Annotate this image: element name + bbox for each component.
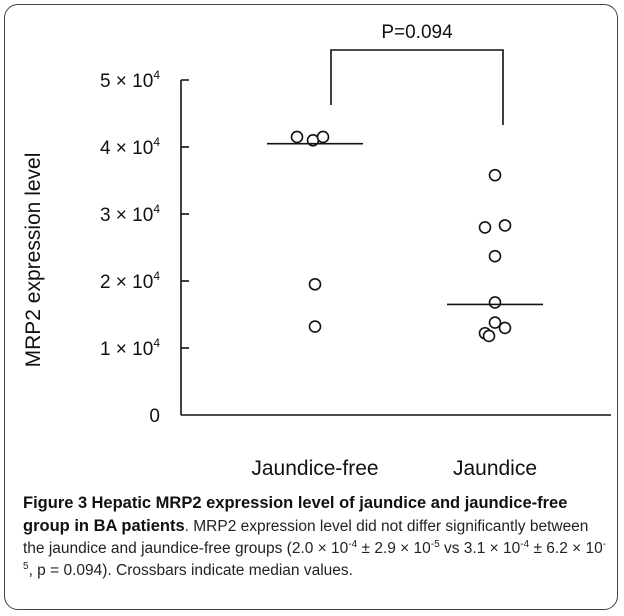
caption-exp-2: -5 [430,538,440,550]
data-point [290,130,304,144]
significance-bracket: P=0.094 [330,22,504,125]
figure-label: Figure 3 [23,494,88,512]
data-point [482,329,496,343]
caption-exp-4: -5 [23,538,607,572]
figure-frame: 0 1 × 104 2 × 104 3 × 104 4 × 104 5 × 104 MRP… [4,4,618,610]
caption-text-1: . MRP2 expression level did not differ s… [23,518,589,557]
caption-text-4: ± 6.2 × 10 [529,540,603,557]
data-point [488,168,502,182]
scatter-chart: 0 1 × 104 2 × 104 3 × 104 4 × 104 5 × 104 MRP… [22,22,611,480]
data-point [488,316,502,329]
data-point [478,221,492,234]
y-tick-label: 0 [149,406,160,427]
data-point [498,219,512,232]
figure-caption: Figure 3 Hepatic MRP2 expression level o… [23,492,611,582]
p-value-label: P=0.094 [381,22,453,43]
y-tick-label: 1 × 104 [100,336,160,360]
data-point [498,321,512,335]
x-category-label: Jaundice-free [251,457,378,480]
caption-text-5: , p = 0.094). Crossbars indicate median … [28,562,353,579]
y-tick-label: 4 × 104 [100,135,160,159]
figure-title: Hepatic MRP2 expression level of jaundic… [23,494,568,535]
data-point [308,320,322,333]
data-point [316,130,330,144]
y-tick-label: 3 × 104 [100,202,160,226]
y-axis-ticks: 0 1 × 104 2 × 104 3 × 104 4 × 104 5 × 104 [100,68,189,427]
data-point [488,296,502,309]
data-point [308,278,322,291]
y-axis-title: MRP2 expression level [22,153,45,368]
data-point [488,249,502,263]
caption-exp-1: -4 [348,538,358,550]
y-tick-label: 5 × 104 [100,68,160,92]
data-points [290,130,512,343]
bracket-line [330,49,504,125]
x-category-label: Jaundice [453,457,537,480]
median-lines [267,142,543,306]
caption-exp-3: -4 [520,538,530,550]
x-axis-categories: Jaundice-free Jaundice [251,457,537,480]
caption-text-3: vs 3.1 × 10 [439,540,521,557]
y-tick-label: 2 × 104 [100,269,160,293]
caption-text-2: ± 2.9 × 10 [357,540,431,557]
axes [180,80,611,416]
